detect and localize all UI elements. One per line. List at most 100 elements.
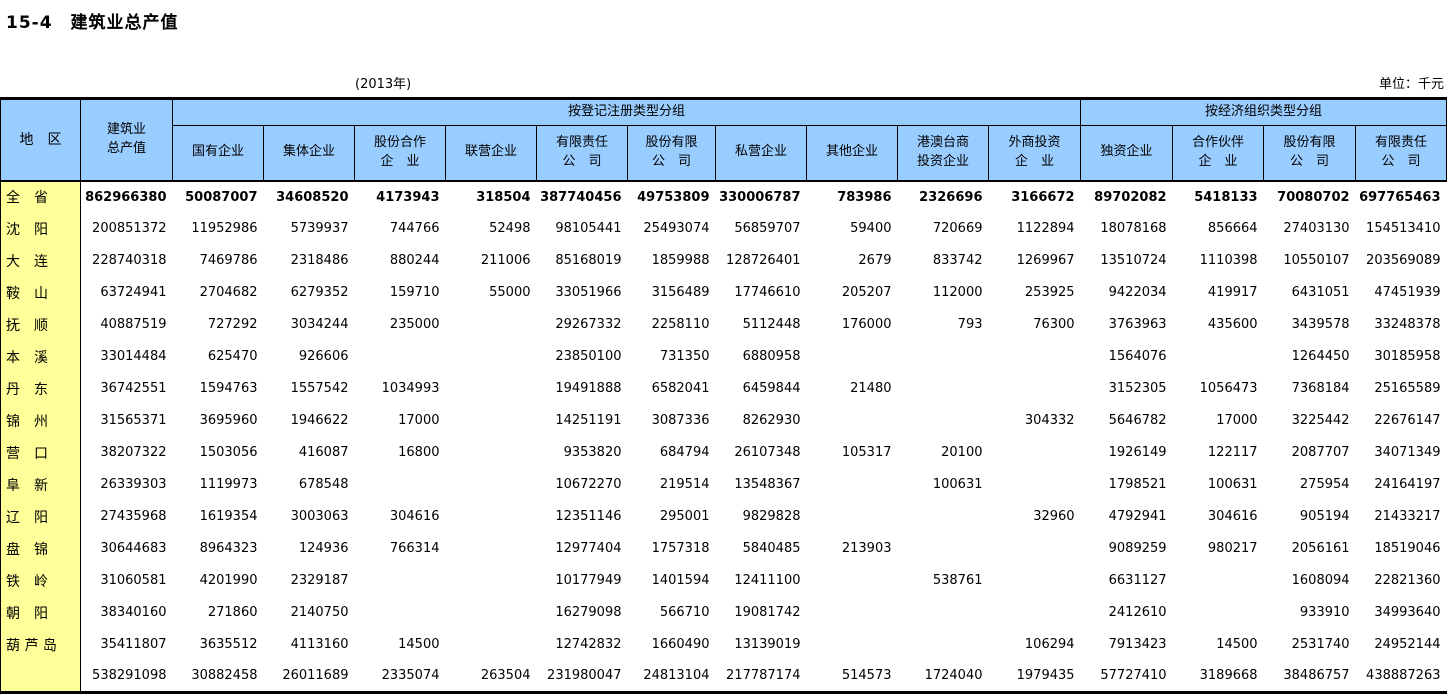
table-cell: 5840485 — [742, 541, 801, 556]
table-cell: 8964323 — [199, 541, 258, 556]
table-cell: 11952986 — [191, 221, 258, 236]
column-header-line1: 股份有限 — [645, 134, 698, 150]
table-cell: 330006787 — [719, 189, 801, 205]
column-header-line1: 其他企业 — [825, 144, 878, 160]
table-cell: 10672270 — [555, 477, 622, 492]
column-header-line2: 公 司 — [651, 153, 691, 169]
table-cell: 2679 — [858, 253, 892, 268]
table-cell — [446, 341, 537, 373]
table-cell: 31060581 — [100, 573, 167, 588]
table-cell: 3087336 — [651, 413, 710, 428]
table-cell: 2326696 — [919, 189, 983, 205]
table-cell: 16800 — [398, 445, 440, 460]
table-cell: 26107348 — [734, 445, 801, 460]
table-cell: 10550107 — [1283, 253, 1350, 268]
table-row: 丹 东 36742551 1594763 1557542 1034993 1949188… — [0, 372, 1447, 405]
table-cell — [989, 373, 1081, 405]
table-row: 盘 锦 30644683 8964323 124936 766314 12977404 1… — [0, 532, 1447, 565]
table-row: 本 溪 33014484 625470 926606 23850100 731350 68… — [0, 340, 1447, 373]
table-cell: 438887263 — [1366, 668, 1441, 684]
table-cell — [355, 565, 446, 597]
table-cell — [355, 597, 446, 629]
column-header: 外商投资 企 业 — [987, 125, 1082, 182]
table-cell: 905194 — [1299, 509, 1350, 524]
construction-output-table: 地 区 建筑业 总产值 按登记注册类型分组 按经济组织类型分组 国有企业 集体企… — [0, 97, 1447, 694]
table-cell: 3156489 — [651, 285, 710, 300]
table-cell: 98105441 — [555, 221, 622, 236]
table-cell: 3439578 — [1291, 317, 1350, 332]
meta-row: (2013年) 单位：千元 — [0, 73, 1447, 92]
table-cell: 2258110 — [651, 317, 710, 332]
table-cell: 514573 — [841, 668, 892, 684]
table-cell: 21480 — [850, 381, 892, 396]
table-cell: 219514 — [659, 477, 710, 492]
table-cell — [807, 469, 898, 501]
table-cell — [807, 501, 898, 533]
table-cell: 1269967 — [1016, 253, 1075, 268]
column-header-line1: 有限责任 — [1375, 134, 1428, 150]
year-note: (2013年) — [355, 77, 412, 92]
table-cell: 33014484 — [100, 349, 167, 364]
column-header: 港澳台商 投资企业 — [897, 125, 989, 182]
table-cell: 2704682 — [199, 285, 258, 300]
table-cell: 263504 — [480, 668, 531, 684]
table-cell: 862966380 — [85, 189, 167, 205]
table-cell: 1608094 — [1291, 573, 1350, 588]
table-cell: 26339303 — [100, 477, 167, 492]
table-row: 大 连 228740318 7469786 2318486 880244 211006 8… — [0, 244, 1447, 277]
table-cell: 18078168 — [1100, 221, 1167, 236]
table-cell: 1056473 — [1199, 381, 1258, 396]
region-column-header: 地 区 — [0, 98, 81, 182]
table-cell: 203569089 — [1366, 253, 1441, 268]
table-cell: 100631 — [932, 477, 983, 492]
table-cell: 4113160 — [290, 637, 349, 652]
table-row: 阜 新 26339303 1119973 678548 10672270 219514 1… — [0, 468, 1447, 501]
table-cell: 697765463 — [1359, 189, 1441, 205]
table-cell: 538761 — [932, 573, 983, 588]
table-cell — [355, 469, 446, 501]
column-header-line1: 港澳台商 — [916, 134, 969, 150]
table-cell: 19081742 — [734, 605, 801, 620]
table-cell: 304616 — [1207, 509, 1258, 524]
table-cell — [446, 629, 537, 661]
table-cell — [446, 437, 537, 469]
region-label: 营 口 — [0, 436, 81, 469]
table-row: 葫 芦 岛 35411807 3635512 4113160 14500 1274283… — [0, 628, 1447, 661]
region-label: 大 连 — [0, 244, 81, 277]
table-cell — [807, 597, 898, 629]
table-cell: 20100 — [941, 445, 983, 460]
column-header-line1: 股份合作 — [373, 134, 426, 150]
table-cell — [989, 469, 1081, 501]
table-cell — [446, 405, 537, 437]
table-row: 辽 阳 27435968 1619354 3003063 304616 12351146… — [0, 500, 1447, 533]
table-cell — [989, 341, 1081, 373]
economic-org-type-group-header: 按经济组织类型分组 — [1080, 98, 1447, 126]
table-cell: 1757318 — [651, 541, 710, 556]
region-label: 抚 顺 — [0, 308, 81, 341]
table-cell: 2531740 — [1291, 637, 1350, 652]
table-row: 抚 顺 40887519 727292 3034244 235000 29267332 2… — [0, 308, 1447, 341]
table-cell: 1264450 — [1291, 349, 1350, 364]
table-cell: 63724941 — [100, 285, 167, 300]
table-cell: 6431051 — [1291, 285, 1350, 300]
table-cell: 2335074 — [381, 668, 440, 684]
table-cell: 1564076 — [1108, 349, 1167, 364]
table-cell: 26011689 — [282, 668, 349, 684]
table-cell: 1859988 — [651, 253, 710, 268]
column-header: 有限责任 公 司 — [1355, 125, 1447, 182]
table-cell — [898, 597, 989, 629]
table-cell: 31565371 — [100, 413, 167, 428]
table-cell — [807, 629, 898, 661]
table-cell — [989, 437, 1081, 469]
table-cell: 1798521 — [1108, 477, 1167, 492]
table-cell: 12411100 — [734, 573, 801, 588]
table-cell: 100631 — [1207, 477, 1258, 492]
table-cell: 13139019 — [734, 637, 801, 652]
region-label: 盘 锦 — [0, 532, 81, 565]
table-cell: 34608520 — [276, 189, 349, 205]
region-label: 朝 阳 — [0, 596, 81, 629]
table-cell: 7913423 — [1108, 637, 1167, 652]
table-cell — [898, 629, 989, 661]
table-cell: 5112448 — [742, 317, 801, 332]
table-cell: 1979435 — [1016, 668, 1075, 684]
